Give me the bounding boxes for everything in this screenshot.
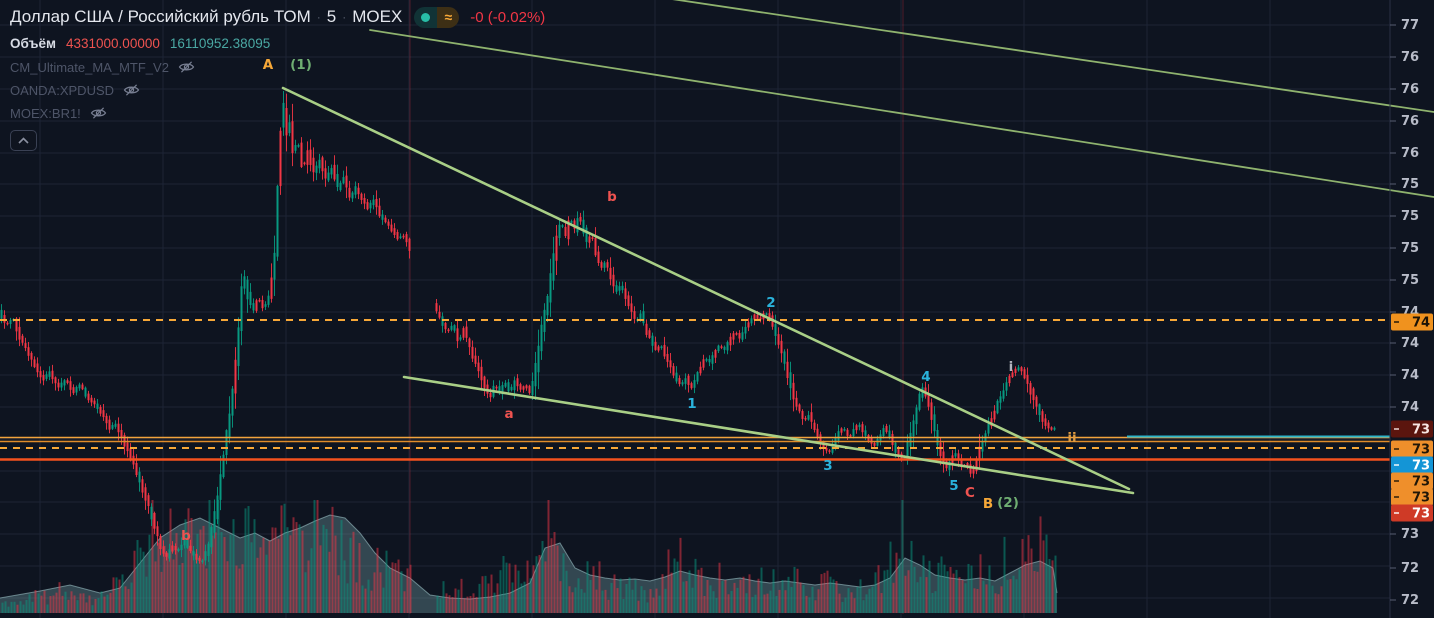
indicator-row[interactable]: MOEX:BR1! <box>10 105 545 121</box>
channel-upper <box>672 0 1434 113</box>
candlestick-series <box>0 90 1056 566</box>
wedge-lower <box>402 375 1135 495</box>
axis-tick-label: 77 <box>1401 18 1419 33</box>
wave-label: C <box>965 485 975 501</box>
price-axis[interactable]: 7776767676757575757474747473727274737373… <box>1389 0 1433 618</box>
price-label-chip <box>1391 472 1433 490</box>
wave-label: i <box>1009 359 1014 375</box>
price-label-text: 73 <box>1412 491 1430 506</box>
wave-label: 1 <box>687 396 696 412</box>
approx-price-icon: ≈ <box>437 6 460 28</box>
axis-tick-label: 74 <box>1401 368 1419 383</box>
price-label-chip <box>1391 313 1433 331</box>
volume-value: 4331000.00000 <box>66 35 160 51</box>
price-label-text: 74 <box>1412 316 1430 331</box>
indicator-label: MOEX:BR1! <box>10 105 81 121</box>
wave-label: a <box>504 406 513 422</box>
wedge-upper <box>281 86 1131 491</box>
symbol-title[interactable]: Доллар США / Российский рубль ТОМ <box>10 7 311 26</box>
price-label-text: 73 <box>1412 475 1430 490</box>
axis-tick-label: 75 <box>1401 273 1419 288</box>
wave-label: b <box>607 189 617 205</box>
wave-label: B <box>983 496 993 512</box>
symbol-title-row[interactable]: Доллар США / Российский рубль ТОМ · 5 · … <box>10 5 545 29</box>
trend-lines[interactable] <box>281 0 1434 495</box>
volume-label: Объём <box>10 35 56 51</box>
axis-tick-label: 72 <box>1401 561 1419 576</box>
wave-label: 2 <box>766 295 775 311</box>
indicator-list: CM_Ultimate_MA_MTF_V2 OANDA:XPDUSD MOEX:BR… <box>10 59 545 121</box>
eye-off-icon[interactable] <box>90 106 107 120</box>
price-label-text: 73 <box>1412 507 1430 522</box>
axis-tick-label: 76 <box>1401 114 1419 129</box>
title-separator: · <box>316 10 321 24</box>
indicator-row[interactable]: CM_Ultimate_MA_MTF_V2 <box>10 59 545 75</box>
axis-tick-label: 76 <box>1401 82 1419 97</box>
axis-tick-label: 74 <box>1401 400 1419 415</box>
axis-tick-label: 75 <box>1401 177 1419 192</box>
grid-lines <box>0 0 1390 618</box>
horizontal-price-lines[interactable] <box>0 319 1390 461</box>
axis-tick-label: 76 <box>1401 146 1419 161</box>
price-label-text: 73 <box>1412 443 1430 458</box>
interval-label[interactable]: 5 <box>326 7 337 26</box>
price-change: -0 (-0.02%) <box>470 8 546 26</box>
price-label-chip <box>1391 488 1433 506</box>
wave-label: (1) <box>290 57 312 73</box>
volume-secondary-value: 16110952.38095 <box>169 35 271 51</box>
eye-off-icon[interactable] <box>178 60 195 74</box>
indicator-label: OANDA:XPDUSD <box>10 82 115 98</box>
channel-lower <box>369 29 1434 198</box>
chart-legend: Доллар США / Российский рубль ТОМ · 5 · … <box>10 5 545 151</box>
chevron-up-icon <box>18 137 29 144</box>
volume-legend-row[interactable]: Объём 4331000.00000 16110952.38095 <box>10 34 545 52</box>
collapse-legend-button[interactable] <box>10 130 37 151</box>
axis-tick-label: 76 <box>1401 50 1419 65</box>
wave-label: A <box>263 57 274 73</box>
price-label-chip <box>1391 440 1433 458</box>
eye-off-icon[interactable] <box>123 83 140 97</box>
price-label-chip <box>1391 420 1433 438</box>
axis-tick-label: 73 <box>1401 527 1419 542</box>
axis-tick-label: 74 <box>1401 336 1419 351</box>
price-label-text: 73 <box>1412 459 1430 474</box>
volume-histogram <box>1 500 1057 613</box>
wave-label: b <box>181 528 191 544</box>
price-label-chip <box>1391 504 1433 522</box>
wave-label: (2) <box>997 495 1019 511</box>
title-separator: · <box>342 10 347 24</box>
market-status-pill[interactable]: ≈ <box>414 6 460 28</box>
indicator-label: CM_Ultimate_MA_MTF_V2 <box>10 59 169 75</box>
axis-tick-label: 75 <box>1401 209 1419 224</box>
price-label-chip <box>1391 456 1433 474</box>
wave-label: 3 <box>823 458 832 474</box>
wave-label: 4 <box>921 369 930 385</box>
indicator-row[interactable]: OANDA:XPDUSD <box>10 82 545 98</box>
axis-tick-label: 72 <box>1401 593 1419 608</box>
axis-tick-label: 75 <box>1401 241 1419 256</box>
wave-label: 5 <box>949 478 958 494</box>
market-status-dot-icon <box>414 6 438 28</box>
wave-label: ii <box>1067 430 1076 446</box>
exchange-label[interactable]: MOEX <box>352 7 403 26</box>
price-label-text: 73 <box>1412 423 1430 438</box>
